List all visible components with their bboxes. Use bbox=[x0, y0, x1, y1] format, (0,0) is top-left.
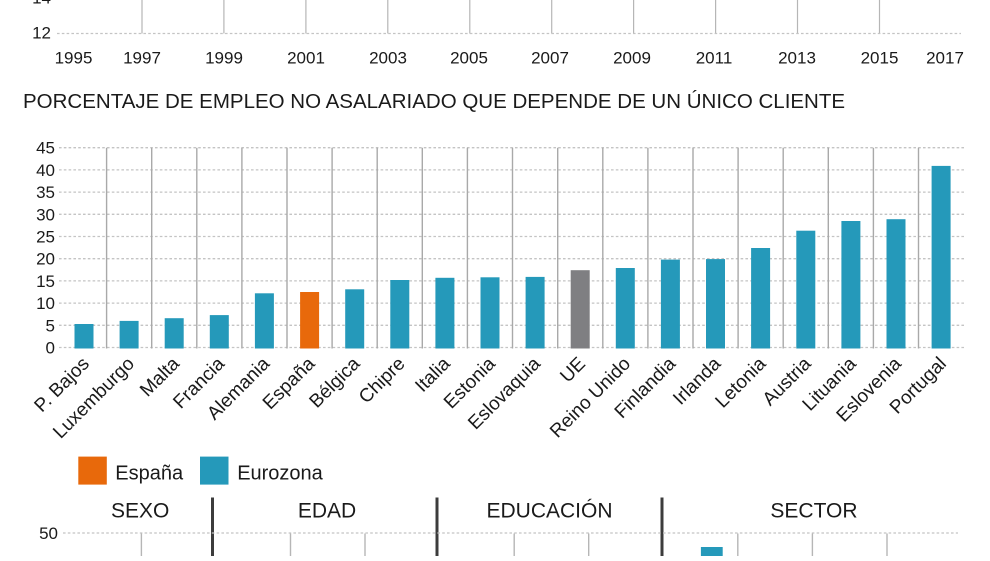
svg-text:1999: 1999 bbox=[205, 49, 243, 68]
svg-text:2015: 2015 bbox=[861, 49, 899, 68]
svg-text:15: 15 bbox=[36, 272, 55, 291]
svg-text:14: 14 bbox=[32, 0, 51, 8]
svg-text:12: 12 bbox=[32, 24, 51, 43]
svg-text:España: España bbox=[115, 463, 184, 485]
svg-text:0: 0 bbox=[46, 339, 55, 358]
svg-text:35: 35 bbox=[36, 183, 55, 202]
svg-text:SEXO: SEXO bbox=[111, 500, 169, 523]
svg-text:20: 20 bbox=[36, 250, 55, 269]
svg-text:25: 25 bbox=[36, 228, 55, 247]
svg-text:EDUCACIÓN: EDUCACIÓN bbox=[486, 500, 612, 523]
svg-text:2011: 2011 bbox=[696, 49, 733, 68]
svg-text:40: 40 bbox=[36, 161, 55, 180]
svg-text:2003: 2003 bbox=[369, 49, 407, 68]
svg-text:1995: 1995 bbox=[55, 49, 93, 68]
svg-text:PORCENTAJE DE EMPLEO NO ASALAR: PORCENTAJE DE EMPLEO NO ASALARIADO QUE D… bbox=[23, 90, 845, 113]
svg-text:SECTOR: SECTOR bbox=[770, 500, 857, 523]
svg-text:1997: 1997 bbox=[123, 49, 161, 68]
svg-text:2017: 2017 bbox=[926, 49, 964, 68]
svg-text:2007: 2007 bbox=[531, 49, 569, 68]
svg-text:45: 45 bbox=[36, 139, 55, 158]
svg-text:EDAD: EDAD bbox=[298, 500, 356, 523]
svg-text:2013: 2013 bbox=[778, 49, 816, 68]
svg-text:2001: 2001 bbox=[287, 49, 325, 68]
svg-text:Eurozona: Eurozona bbox=[237, 463, 323, 485]
svg-text:10: 10 bbox=[36, 294, 55, 313]
svg-text:2009: 2009 bbox=[613, 49, 651, 68]
svg-text:50: 50 bbox=[39, 524, 58, 543]
svg-text:5: 5 bbox=[46, 316, 55, 335]
svg-text:2005: 2005 bbox=[450, 49, 488, 68]
svg-text:30: 30 bbox=[36, 205, 55, 224]
